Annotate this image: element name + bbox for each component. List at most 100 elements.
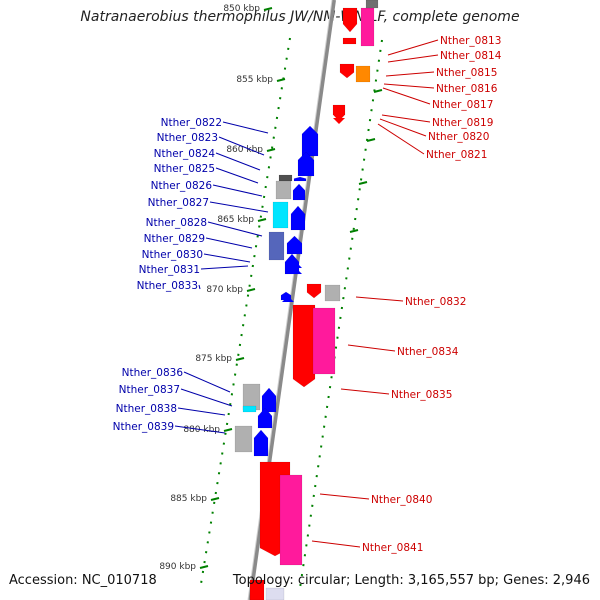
left-gene-leader bbox=[209, 201, 269, 213]
right-gene-label: Nther_0820 bbox=[428, 131, 489, 143]
left-gene-leader bbox=[207, 221, 263, 237]
right-gene-label: Nther_0813 bbox=[440, 35, 501, 47]
left-gene-label: Nther_0833 bbox=[137, 280, 198, 292]
reverse-gene-arrow bbox=[333, 112, 345, 118]
right-gene-leader bbox=[340, 388, 390, 395]
forward-gene-arrow bbox=[261, 387, 277, 413]
right-gene-leader bbox=[385, 71, 435, 77]
reverse-gene-arrow bbox=[333, 118, 345, 124]
right-gene-label: Nther_0821 bbox=[426, 149, 487, 161]
right-gene-label: Nther_0815 bbox=[436, 67, 497, 79]
gene-feature-block bbox=[242, 405, 257, 413]
left-gene-label: Nther_0830 bbox=[142, 249, 203, 261]
left-gene-leader bbox=[198, 284, 201, 290]
gene-feature-block bbox=[265, 587, 285, 600]
kbp-tick bbox=[235, 357, 245, 361]
gene-feature-block bbox=[324, 284, 341, 302]
right-gene-leader bbox=[355, 296, 404, 302]
right-gene-leader bbox=[382, 87, 431, 105]
left-gene-label: Nther_0823 bbox=[157, 132, 218, 144]
left-gene-label: Nther_0824 bbox=[154, 148, 216, 160]
forward-gene-arrow bbox=[290, 205, 306, 231]
forward-gene-arrow bbox=[286, 235, 303, 255]
forward-gene-arrow bbox=[297, 151, 315, 177]
track-tick bbox=[373, 89, 383, 93]
kbp-label: 855 kbp bbox=[236, 75, 273, 85]
left-gene-label: Nther_0822 bbox=[161, 117, 222, 129]
right-gene-label: Nther_0817 bbox=[432, 99, 493, 111]
right-gene-label: Nther_0834 bbox=[397, 346, 459, 358]
right-gene-leader bbox=[387, 39, 439, 56]
forward-gene-arrow bbox=[282, 296, 294, 302]
right-gene-label: Nther_0816 bbox=[436, 83, 498, 95]
accession-text: Accession: NC_010718 bbox=[9, 573, 157, 588]
kbp-tick bbox=[199, 565, 209, 569]
left-gene-leader bbox=[212, 184, 263, 197]
kbp-tick bbox=[223, 428, 233, 432]
gene-feature-block bbox=[278, 174, 293, 182]
reverse-gene-arrow bbox=[292, 304, 316, 388]
left-gene-leader bbox=[215, 152, 261, 171]
right-track bbox=[299, 39, 383, 589]
reverse-gene-arrow bbox=[339, 63, 355, 79]
gene-feature-block bbox=[275, 180, 292, 200]
kbp-tick bbox=[266, 148, 276, 152]
right-gene-label: Nther_0840 bbox=[371, 494, 432, 506]
gene-feature-block bbox=[360, 7, 375, 47]
right-gene-label: Nther_0814 bbox=[440, 50, 502, 62]
left-gene-leader bbox=[218, 136, 265, 156]
left-gene-label: Nther_0828 bbox=[146, 217, 207, 229]
gene-feature-block bbox=[268, 231, 285, 261]
right-gene-label: Nther_0835 bbox=[391, 389, 452, 401]
kbp-label: 875 kbp bbox=[195, 354, 232, 364]
left-gene-label: Nther_0837 bbox=[119, 384, 180, 396]
right-gene-label: Nther_0841 bbox=[362, 542, 423, 554]
kbp-tick bbox=[276, 78, 286, 82]
left-gene-label: Nther_0839 bbox=[113, 421, 174, 433]
left-gene-leader bbox=[183, 371, 231, 393]
left-gene-label: Nther_0826 bbox=[151, 180, 213, 192]
gene-feature-block bbox=[234, 425, 253, 453]
right-gene-leader bbox=[383, 83, 435, 89]
forward-gene-arrow bbox=[301, 125, 319, 157]
topology-text: Topology: circular; Length: 3,165,557 bp… bbox=[232, 573, 590, 588]
right-gene-leader bbox=[381, 114, 431, 123]
gene-feature-block bbox=[342, 37, 357, 45]
left-gene-leader bbox=[180, 388, 233, 407]
right-gene-label: Nther_0819 bbox=[432, 117, 493, 129]
features-layer bbox=[234, 0, 379, 600]
gene-feature-block bbox=[249, 579, 265, 600]
kbp-tick bbox=[246, 288, 256, 292]
kbp-label: 885 kbp bbox=[170, 494, 207, 504]
right-gene-label: Nther_0832 bbox=[405, 296, 466, 308]
forward-gene-arrow bbox=[292, 183, 306, 201]
left-gene-leader bbox=[174, 425, 226, 434]
right-gene-leader bbox=[311, 540, 361, 548]
left-gene-label: Nther_0831 bbox=[139, 264, 200, 276]
left-gene-leader bbox=[203, 253, 251, 263]
kbp-tick bbox=[210, 497, 220, 501]
right-gene-leader bbox=[347, 344, 396, 352]
gene-feature-block bbox=[355, 65, 371, 83]
gene-feature-block bbox=[279, 474, 303, 566]
gene-feature-block bbox=[242, 383, 261, 411]
kbp-label: 865 kbp bbox=[217, 215, 254, 225]
left-gene-label: Nther_0827 bbox=[148, 197, 209, 209]
forward-gene-arrow bbox=[293, 176, 307, 182]
right-gene-leader bbox=[379, 118, 427, 137]
reverse-gene-arrow bbox=[306, 283, 322, 299]
kbp-label: 850 kbp bbox=[223, 4, 260, 14]
reverse-gene-arrow bbox=[342, 7, 358, 33]
right-gene-leader bbox=[387, 54, 439, 63]
left-gene-leader bbox=[205, 237, 253, 249]
track-tick bbox=[358, 181, 368, 185]
forward-gene-arrow bbox=[290, 262, 302, 268]
left-gene-leader bbox=[215, 167, 259, 184]
gene-feature-block bbox=[272, 201, 289, 229]
left-gene-leader bbox=[177, 407, 226, 416]
gene-labels-layer: Nther_0822 Nther_0823 Nther_0824 Nther_0825… bbox=[113, 35, 502, 554]
track-tick bbox=[349, 229, 359, 233]
left-gene-label: Nther_0825 bbox=[154, 163, 215, 175]
forward-gene-arrow bbox=[257, 407, 273, 429]
